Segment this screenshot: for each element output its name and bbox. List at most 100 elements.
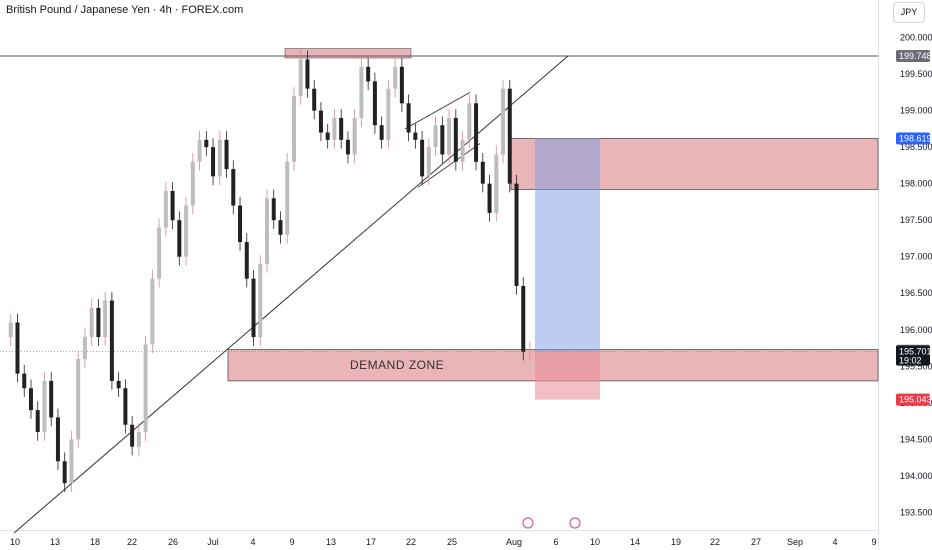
candle bbox=[366, 66, 371, 82]
x-tick-label: Jul bbox=[207, 537, 219, 547]
y-tick-label: 198.500 bbox=[900, 142, 932, 152]
price-badge-label: 198.619 bbox=[899, 133, 932, 143]
x-tick-label: 26 bbox=[168, 537, 178, 547]
y-tick-label: 197.000 bbox=[900, 252, 932, 262]
price-badge-label: 199.748 bbox=[899, 51, 932, 61]
candle bbox=[211, 147, 216, 177]
x-tick-label: 18 bbox=[90, 537, 100, 547]
calendar-icon[interactable] bbox=[569, 517, 581, 529]
candle bbox=[204, 139, 209, 148]
candle bbox=[116, 380, 121, 389]
lightning-icon[interactable] bbox=[522, 517, 534, 529]
candle bbox=[265, 198, 269, 265]
candle bbox=[49, 380, 54, 418]
candle bbox=[217, 139, 222, 177]
candle bbox=[177, 220, 182, 257]
candle bbox=[305, 59, 310, 89]
candle bbox=[96, 307, 101, 338]
candle bbox=[123, 388, 128, 425]
candle bbox=[291, 96, 296, 162]
candle bbox=[271, 198, 276, 221]
x-tick-label: 10 bbox=[590, 537, 600, 547]
candle bbox=[372, 81, 377, 126]
candle bbox=[501, 88, 506, 155]
candle bbox=[453, 117, 458, 162]
x-tick-label: 13 bbox=[326, 537, 336, 547]
x-tick-label: 9 bbox=[871, 537, 876, 547]
candle bbox=[507, 88, 512, 184]
candle bbox=[413, 132, 418, 140]
candle bbox=[28, 388, 33, 411]
y-tick-label: 200.000 bbox=[900, 33, 932, 43]
candle bbox=[467, 103, 472, 140]
y-tick-label: 193.500 bbox=[900, 507, 932, 517]
candle bbox=[170, 190, 175, 221]
y-tick-label: 199.500 bbox=[900, 69, 932, 79]
candle bbox=[494, 154, 499, 213]
x-tick-label: 4 bbox=[832, 537, 837, 547]
candle bbox=[35, 410, 40, 433]
x-tick-label: Aug bbox=[506, 537, 522, 547]
price-badge bbox=[896, 345, 930, 366]
trend-line bbox=[13, 55, 569, 534]
candle bbox=[521, 285, 526, 352]
candle bbox=[69, 439, 74, 484]
candle bbox=[15, 322, 20, 374]
candle bbox=[157, 227, 162, 279]
y-tick-label: 195.500 bbox=[900, 361, 932, 371]
y-tick-label: 199.000 bbox=[900, 106, 932, 116]
candle bbox=[258, 264, 263, 338]
candle bbox=[440, 125, 445, 155]
candle bbox=[325, 132, 330, 140]
y-tick-label: 196.500 bbox=[900, 288, 932, 298]
candle bbox=[339, 117, 344, 140]
candle bbox=[345, 139, 350, 155]
candle bbox=[393, 66, 398, 89]
price-badge bbox=[896, 132, 930, 145]
chart-title: British Pound / Japanese Yen · 4h · FORE… bbox=[6, 4, 244, 16]
y-tick-label: 196.000 bbox=[900, 325, 932, 335]
currency-button[interactable]: JPY bbox=[893, 2, 925, 23]
x-tick-label: 4 bbox=[250, 537, 255, 547]
candle bbox=[244, 242, 249, 279]
candle bbox=[197, 139, 202, 162]
x-tick-label: 6 bbox=[553, 537, 558, 547]
demand-zone-label: DEMAND ZONE bbox=[350, 358, 444, 372]
candle bbox=[312, 88, 317, 111]
x-tick-label: 14 bbox=[630, 537, 640, 547]
candle bbox=[190, 161, 195, 206]
position-target-area bbox=[535, 138, 600, 352]
x-tick-label: 22 bbox=[127, 537, 137, 547]
candle bbox=[460, 139, 465, 162]
y-tick-label: 194.500 bbox=[900, 434, 932, 444]
candle bbox=[379, 125, 384, 140]
price-badge-time: 19:02 bbox=[899, 356, 922, 366]
candle bbox=[42, 380, 47, 433]
candle bbox=[163, 190, 168, 228]
candle bbox=[238, 205, 243, 243]
price-badge bbox=[896, 393, 930, 406]
candle bbox=[487, 183, 492, 213]
candle bbox=[420, 139, 425, 177]
candle bbox=[528, 350, 532, 352]
candle bbox=[285, 161, 290, 235]
candle bbox=[474, 103, 479, 162]
x-tick-label: 22 bbox=[406, 537, 416, 547]
candle bbox=[8, 322, 13, 338]
candle bbox=[89, 307, 94, 338]
candle bbox=[406, 103, 411, 133]
candle bbox=[359, 66, 364, 118]
candle bbox=[62, 461, 67, 484]
candle bbox=[426, 147, 431, 177]
wedge-lower-line bbox=[417, 143, 481, 188]
candle bbox=[433, 125, 438, 148]
price-badge bbox=[896, 49, 930, 62]
x-tick-label: 13 bbox=[50, 537, 60, 547]
x-tick-label: 25 bbox=[447, 537, 457, 547]
x-tick-label: 22 bbox=[710, 537, 720, 547]
candle bbox=[480, 161, 485, 184]
candle bbox=[184, 205, 189, 257]
candle bbox=[103, 300, 108, 338]
